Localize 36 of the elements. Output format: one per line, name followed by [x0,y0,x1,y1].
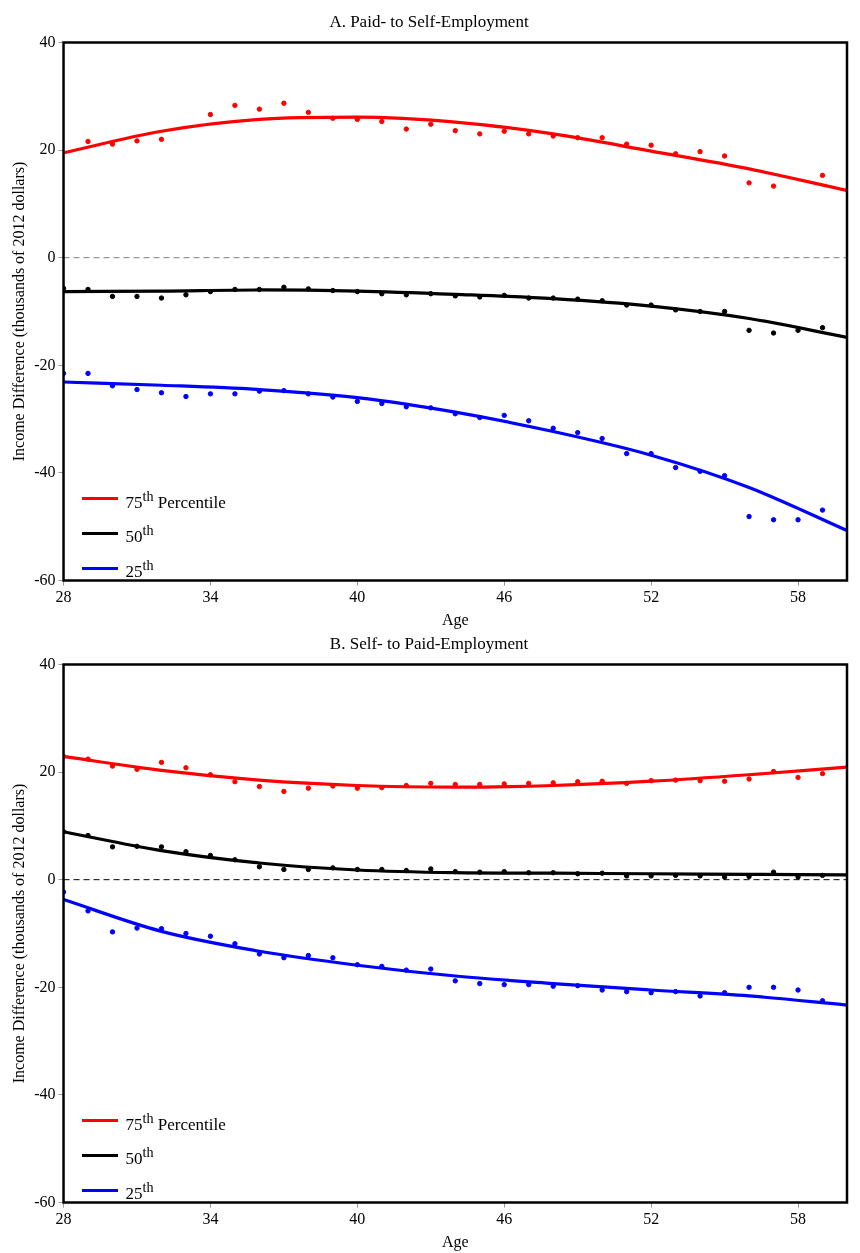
legend-label: 50$^{th}$ [125,1143,154,1170]
y-tick-label: -20 [34,355,56,373]
legend-label: 75$^{th}$ Percentile [125,1108,226,1136]
x-axis-title: Age [441,610,469,629]
x-tick-label: 34 [202,588,219,606]
y-tick-label: -40 [34,1085,56,1103]
x-tick-label: 46 [496,1210,513,1228]
x-tick-label: 58 [790,588,807,606]
x-tick-label: 28 [55,1210,72,1228]
legend-label: 75$^{th}$ Percentile [125,486,226,514]
y-axis-title: Income Difference (thousands of 2012 dollars) [9,161,28,462]
y-tick-label: -60 [34,1192,56,1210]
y-tick-label: 0 [47,869,56,887]
x-tick-label: 58 [790,1210,807,1228]
legend-label: 25$^{th}$ [125,1177,154,1205]
legend-label: 25$^{th}$ [125,555,154,583]
x-tick-label: 34 [202,1210,219,1228]
chart-title: A. Paid- to Self-Employment [329,11,529,31]
y-tick-label: 40 [39,654,56,672]
x-axis-title: Age [441,1232,469,1251]
x-tick-label: 46 [496,588,513,606]
legend-label: 50$^{th}$ [125,521,154,548]
y-axis-title: Income Difference (thousands of 2012 dollars) [9,783,28,1084]
y-tick-label: 20 [39,140,56,158]
x-tick-label: 52 [643,1210,660,1228]
x-tick-label: 40 [349,1210,366,1228]
y-tick-label: 0 [47,247,56,265]
y-tick-label: -60 [34,570,56,588]
chart-title: B. Self- to Paid-Employment [329,633,529,653]
x-tick-label: 52 [643,588,660,606]
x-tick-label: 40 [349,588,366,606]
y-tick-label: 40 [39,32,56,50]
y-tick-label: 20 [39,762,56,780]
y-tick-label: -20 [34,977,56,995]
y-tick-label: -40 [34,463,56,481]
x-tick-label: 28 [55,588,72,606]
